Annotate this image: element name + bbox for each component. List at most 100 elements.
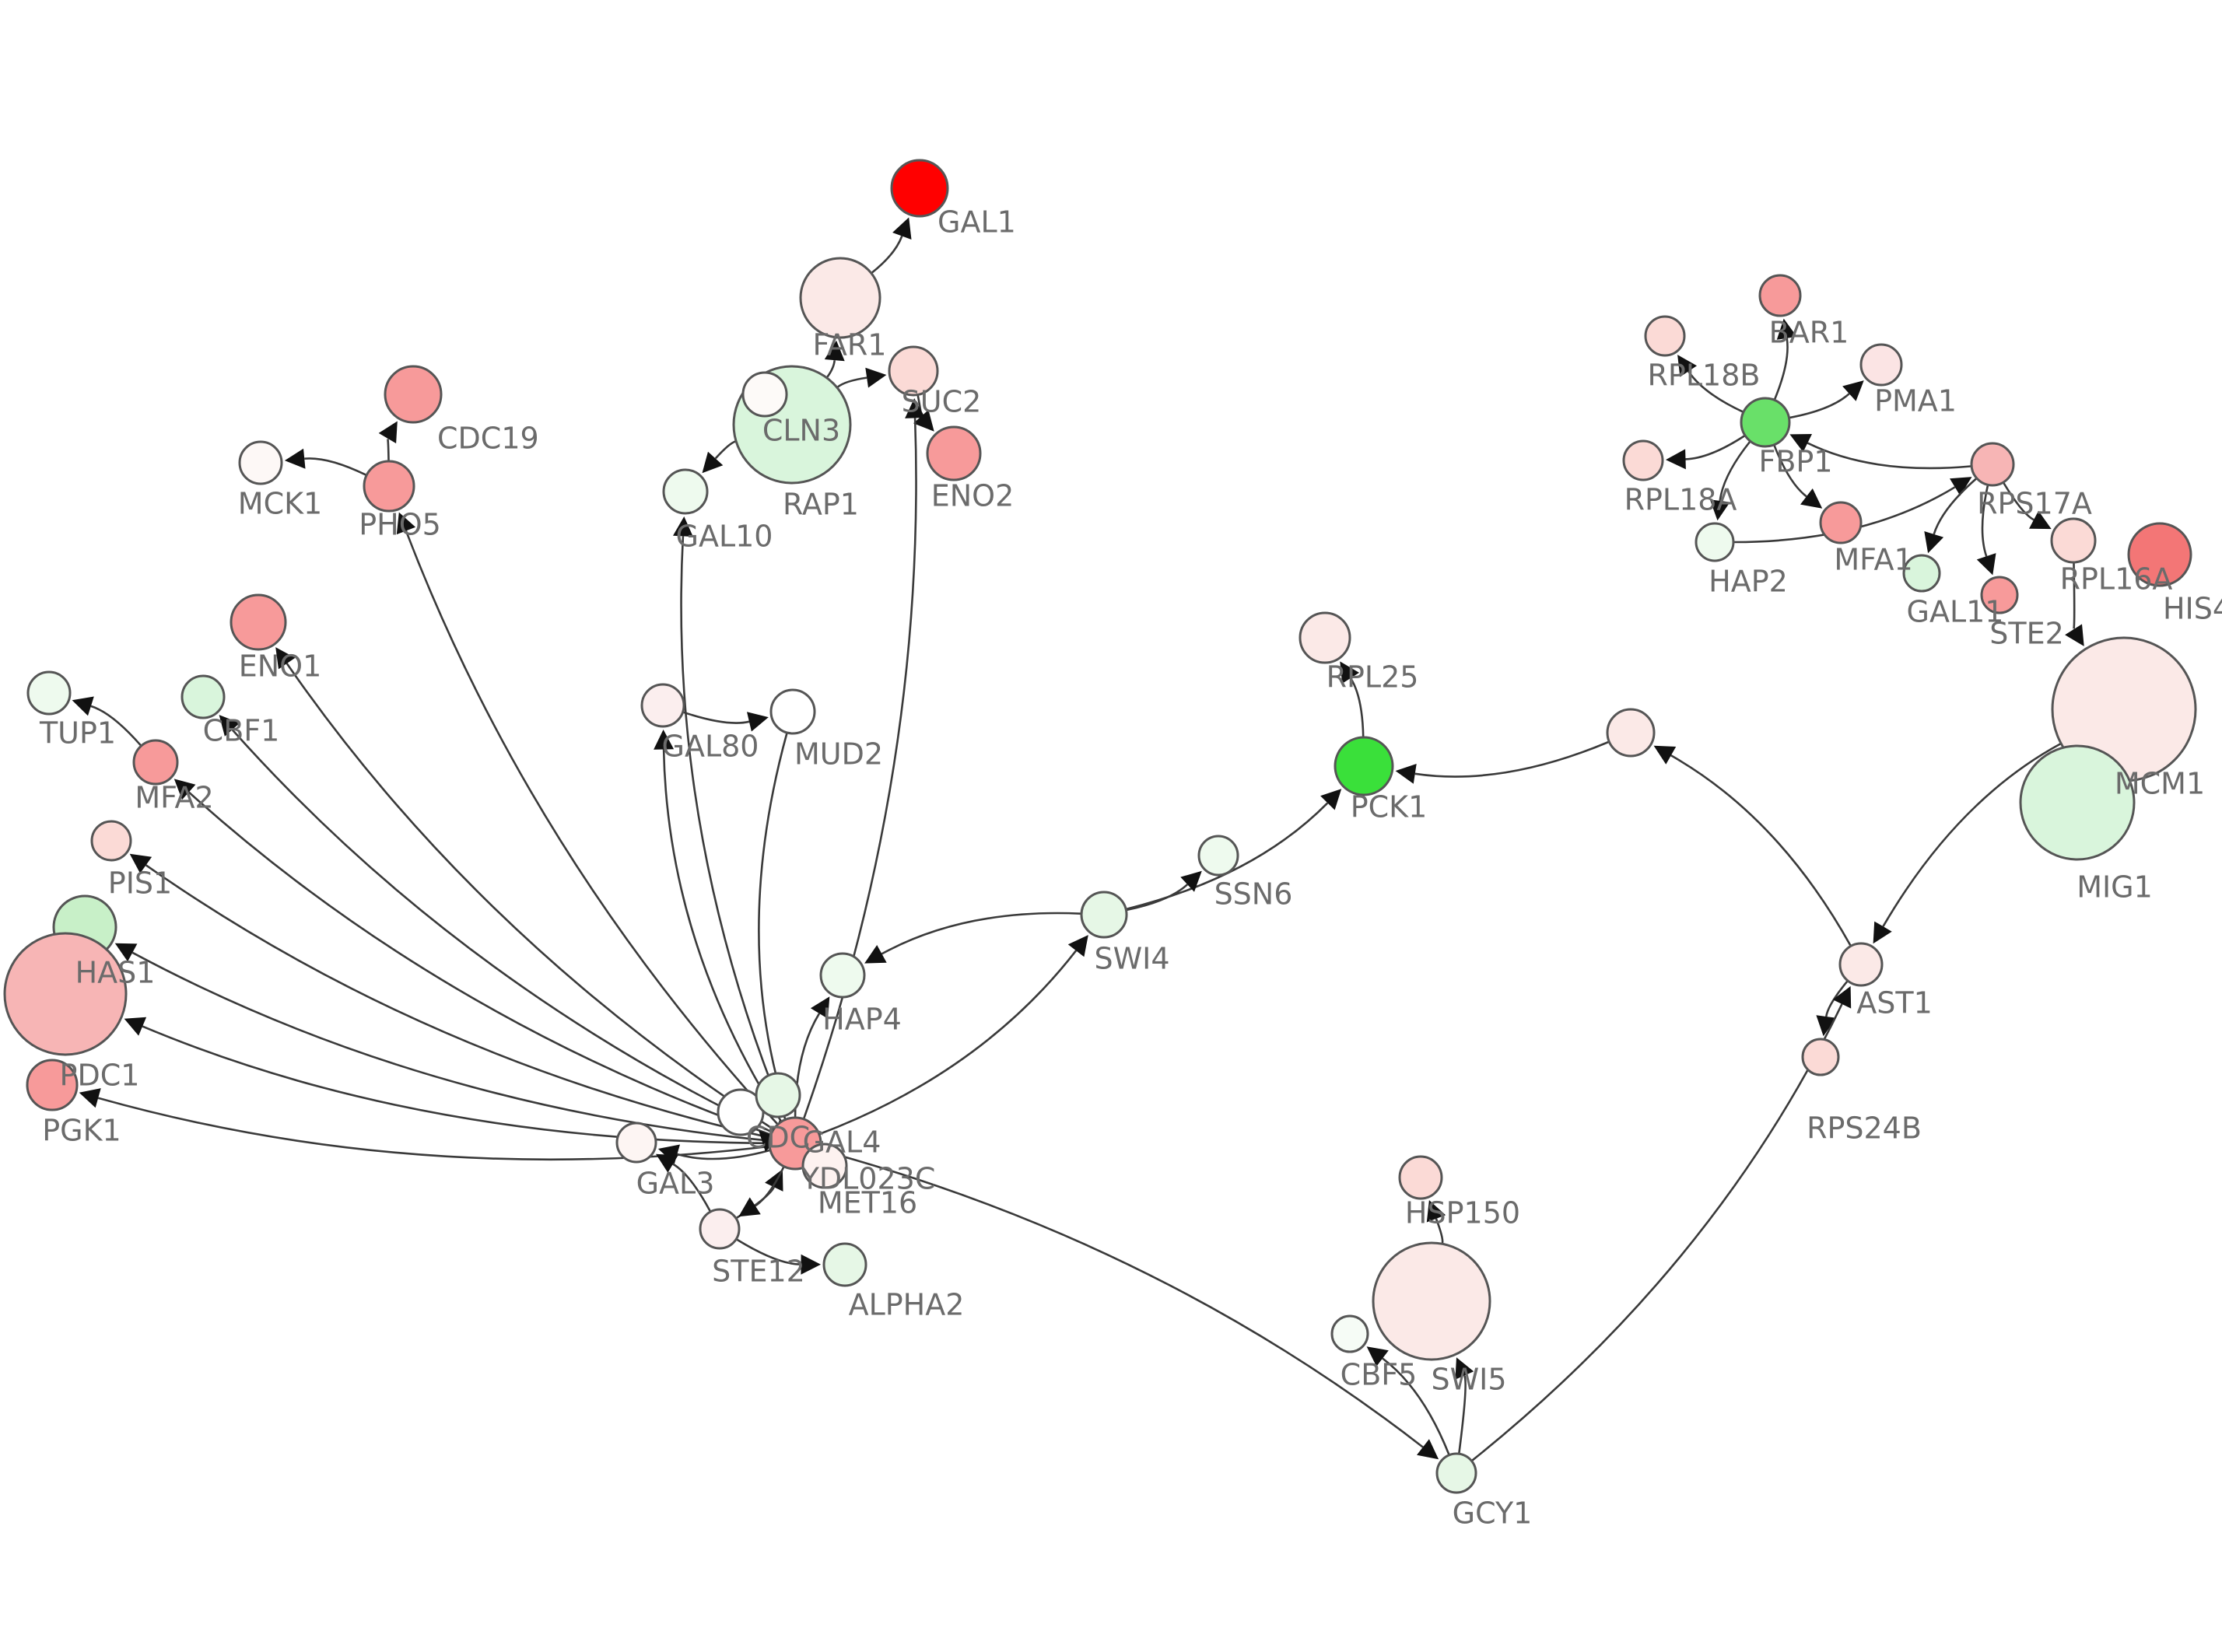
graph-node-label-pho5: PHO5 [359,508,441,542]
graph-edge [124,1017,769,1145]
edge-arrowhead [747,712,769,732]
edge-arrowhead [673,516,693,537]
edge-arrowhead [2065,624,2084,646]
graph-edge [819,935,1088,1136]
graph-node-hap4[interactable] [819,952,866,999]
graph-node-pho5[interactable] [363,460,415,513]
graph-node-gal11[interactable] [1902,554,1941,593]
graph-node-label-ast1: AST1 [1856,986,1933,1020]
edge-arrowhead [657,1144,680,1164]
graph-node-label-has1: HAS1 [75,956,156,990]
graph-node-gal1[interactable] [890,159,949,218]
graph-node-mud2[interactable] [769,688,816,735]
graph-node-label-hap4: HAP4 [822,1003,902,1037]
graph-edge [72,696,142,747]
graph-edge [1666,435,1745,470]
graph-node-gal80[interactable] [640,683,685,728]
graph-node-ast1[interactable] [1838,942,1884,987]
edge-arrowhead [892,217,912,240]
graph-edge [1653,745,1852,947]
edge-arrowhead [275,647,296,670]
edge-arrowhead [1395,764,1417,784]
graph-node-mck1[interactable] [238,440,283,485]
graph-edge [378,421,398,461]
graph-node-hap2[interactable] [1695,522,1735,562]
graph-node-gal10[interactable] [662,468,709,515]
graph-node-rpl18b[interactable] [1644,315,1686,357]
graph-node-ssn6[interactable] [1197,835,1239,877]
graph-node-pma1[interactable] [1859,343,1903,387]
graph-node-cdc19[interactable] [384,365,443,424]
graph-node-ste12[interactable] [699,1208,741,1250]
graph-node-label-tup1: TUP1 [39,716,116,751]
graph-node-label-mud2: MUD2 [794,737,883,772]
graph-node-swi5[interactable] [1372,1241,1491,1361]
graph-edge [173,779,771,1136]
graph-node-label-pma1: PMA1 [1874,384,1957,418]
graph-edge [824,340,845,378]
graph-node-bar1[interactable] [1758,274,1802,317]
graph-edge [1471,985,1852,1461]
edge-arrowhead [2029,510,2052,530]
graph-edge [1677,355,1744,413]
graph-node-rps24b[interactable] [1801,1038,1840,1076]
graph-node-label-gal11: GAL11 [1907,595,2004,629]
graph-edge [758,733,792,1116]
graph-node-mfa2[interactable] [132,739,179,786]
graph-edge [396,512,778,1125]
graph-node-rpl25[interactable] [1299,611,1351,664]
graph-node-tup1[interactable] [26,670,72,716]
graph-node-suc2[interactable] [888,345,939,397]
graph-node-2096[interactable] [1606,708,1656,758]
edge-arrowhead [1320,789,1342,810]
graph-node-his4[interactable] [2127,522,2192,587]
edge-arrowhead [765,1169,783,1192]
graph-node-rap1[interactable] [741,371,788,418]
graph-node-label-rpl25: RPL25 [1327,660,1419,695]
graph-edge [2003,482,2052,530]
edge-arrowhead [1789,434,1812,453]
graph-node-rpl18a[interactable] [1622,439,1664,481]
graph-node-ste2[interactable] [1980,576,2019,614]
graph-node-fbp1[interactable] [1740,397,1791,448]
graph-node-hsp150[interactable] [1398,1155,1443,1200]
graph-node-mfa1[interactable] [1819,501,1863,544]
graph-node-eno2[interactable] [926,425,982,481]
graph-node-cbf5[interactable] [1330,1314,1369,1353]
graph-node-cbf1[interactable] [180,674,226,719]
node-layer [3,159,2197,1494]
graph-node-label-his4: HIS4 [2163,592,2222,626]
graph-node-gcy1[interactable] [1435,1452,1477,1494]
graph-node-met16[interactable] [755,1072,801,1118]
graph-node-ydl023c[interactable] [801,1143,848,1189]
graph-node-pdc1[interactable] [3,932,128,1056]
edge-arrowhead [378,421,398,444]
graph-node-mig1[interactable] [2019,744,2136,861]
graph-node-gal3[interactable] [615,1122,657,1164]
graph-node-pis1[interactable] [90,820,132,862]
graph-node-pgk1[interactable] [26,1059,79,1111]
graph-node-label-cln3: CLN3 [762,414,840,448]
graph-node-far1[interactable] [799,257,881,339]
graph-edge [1455,1357,1474,1454]
graph-node-swi4[interactable] [1080,891,1128,939]
graph-edge [1773,318,1797,400]
graph-node-alpha2[interactable] [822,1242,867,1287]
edge-arrowhead [1366,1346,1389,1367]
graph-edge [871,217,912,274]
edge-arrowhead [1924,531,1944,554]
graph-edge [1426,1200,1446,1244]
graph-node-label-fbp1: FBP1 [1758,445,1832,479]
edge-arrowhead [1666,449,1686,470]
graph-node-eno1[interactable] [230,593,287,651]
edge-arrowhead [824,340,845,362]
graph-edge [673,516,787,1119]
graph-edge [1340,661,1365,737]
edge-arrowhead [1180,870,1202,892]
edge-arrowhead [79,1088,101,1108]
graph-node-pck1[interactable] [1334,736,1394,796]
graph-edge [683,711,769,732]
edge-arrowhead [1709,499,1730,521]
graph-node-rpl16a[interactable] [2050,517,2097,564]
graph-node-rps17a[interactable] [1970,442,2015,487]
